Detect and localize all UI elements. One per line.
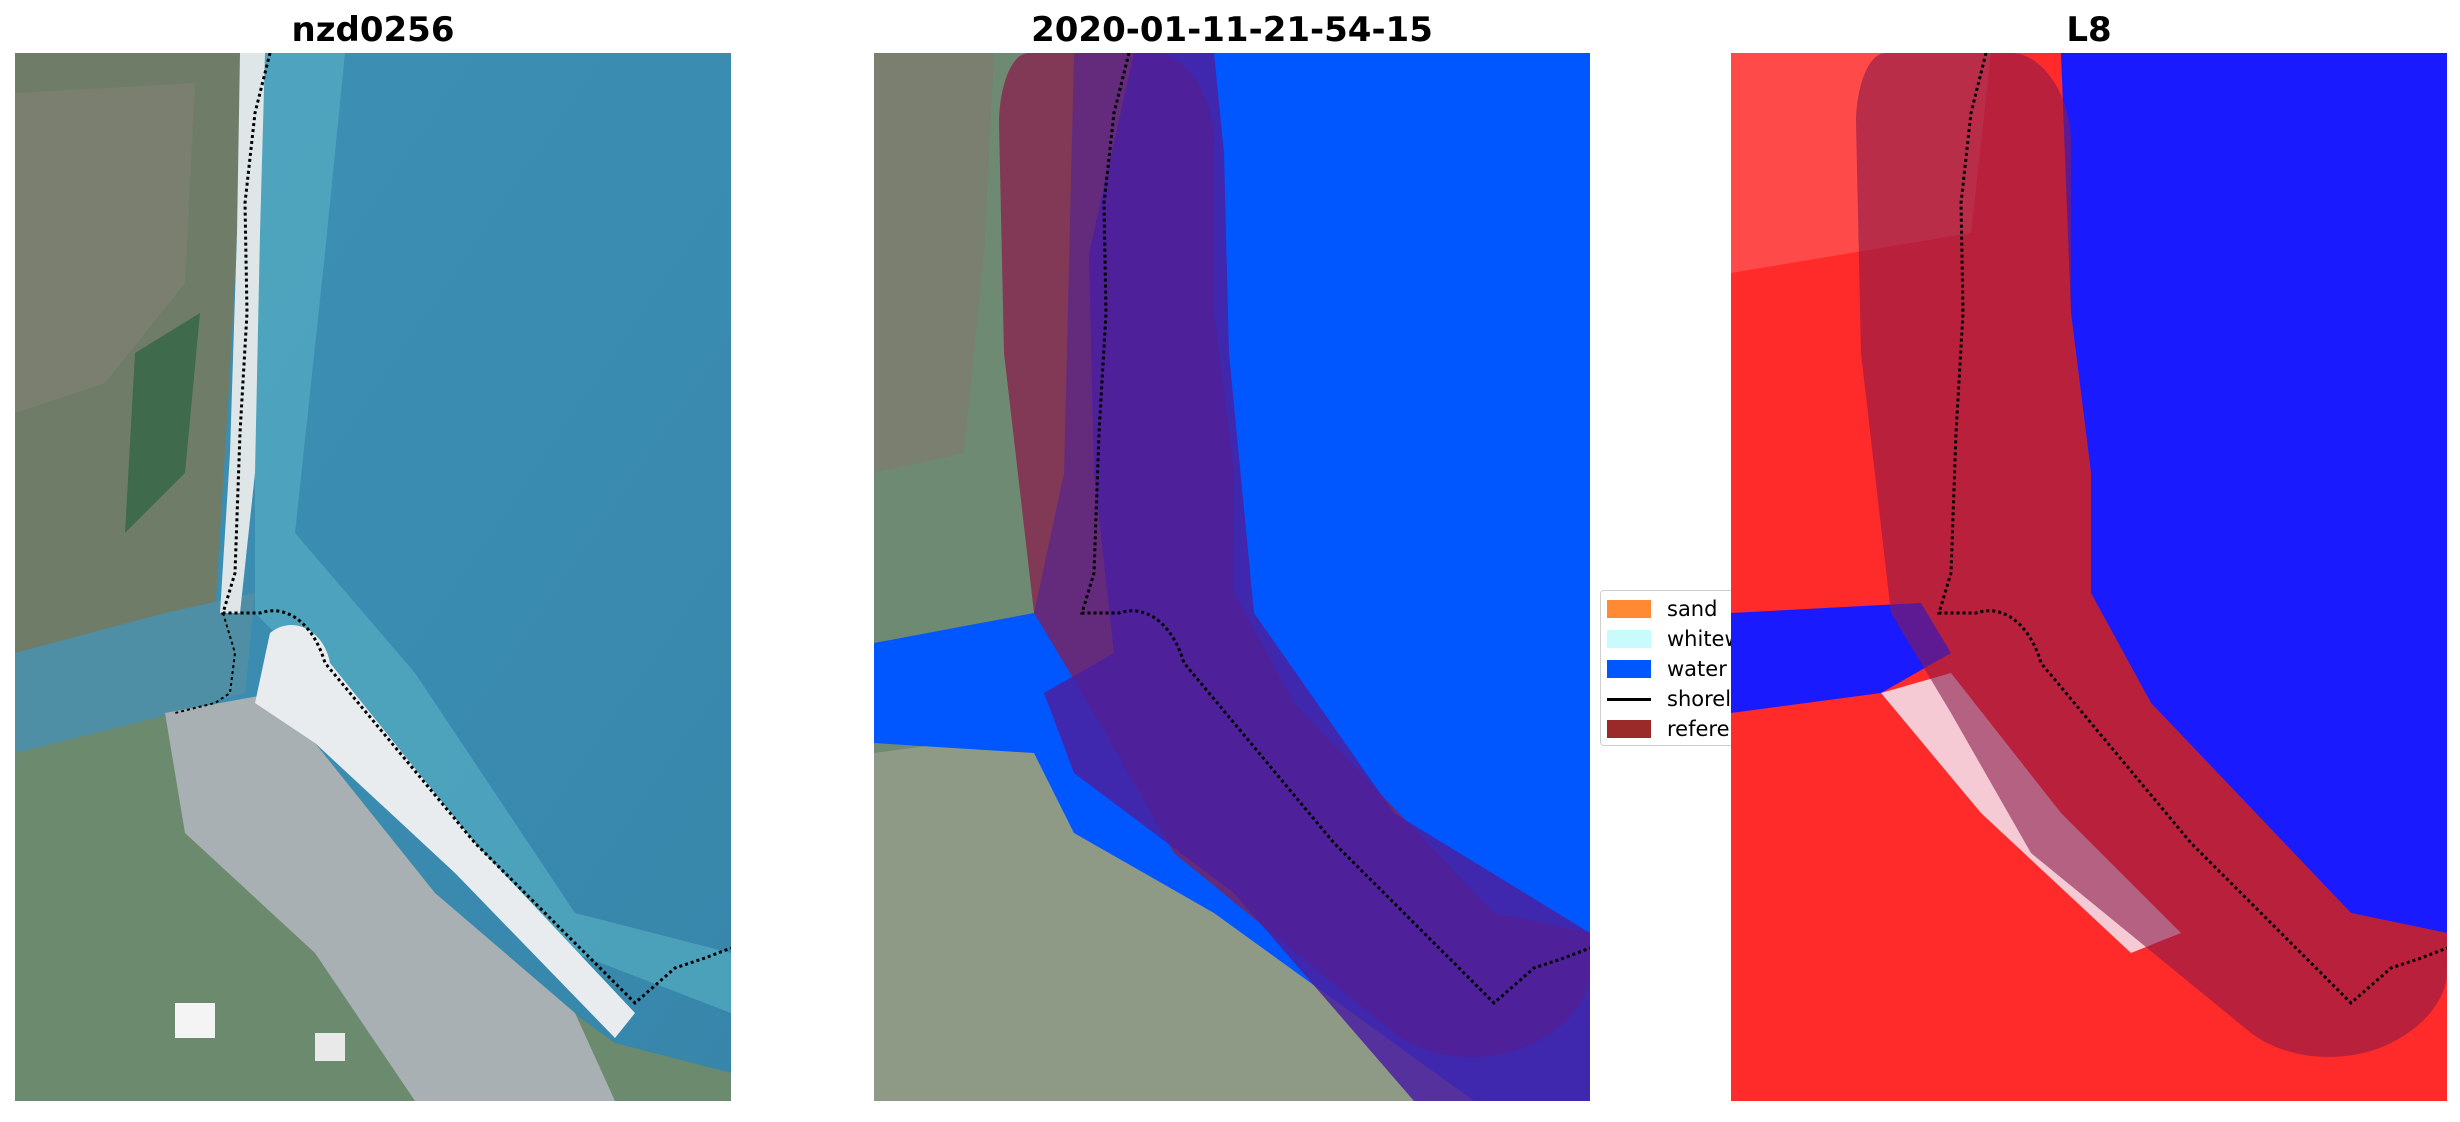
- vegetation-patch: [125, 313, 200, 533]
- legend-label: reference: [1667, 717, 1731, 741]
- mudflat: [165, 693, 615, 1101]
- sand-spit: [255, 624, 635, 1038]
- estuary: [15, 593, 255, 753]
- beach-strip: [220, 53, 265, 613]
- legend-label: sand: [1667, 597, 1718, 621]
- whitewater-swatch: [1607, 630, 1651, 648]
- building: [175, 1003, 215, 1038]
- index-panel: [1731, 53, 2447, 1101]
- sand-swatch: [1607, 600, 1651, 618]
- legend-item-water: water: [1607, 655, 1731, 683]
- shoreline-line: [1079, 53, 1590, 1006]
- legend-label: water: [1667, 657, 1727, 681]
- rgb-image: [15, 53, 731, 1101]
- index-image: [1731, 53, 2447, 1101]
- classification-panel: [874, 53, 1590, 1101]
- shoreline-line-swatch: [1607, 697, 1651, 701]
- reference-swatch: [1607, 720, 1651, 738]
- shoreline-line: [1936, 53, 2447, 1006]
- shoreline-line: [220, 53, 731, 1006]
- buffer-water-overlap: [1044, 53, 1590, 1101]
- estuary-index: [1731, 603, 1951, 713]
- panel-title-classification: 2020-01-11-21-54-15: [1031, 10, 1433, 50]
- building: [315, 1033, 345, 1061]
- settlement: [15, 83, 195, 413]
- legend-item-sand: sand: [1607, 595, 1731, 623]
- reference-buffer: [1856, 53, 2447, 1057]
- panel-title-index: L8: [2066, 10, 2112, 50]
- legend-item-reference: reference: [1607, 715, 1731, 743]
- legend-item-shoreline: shoreline: [1607, 685, 1731, 713]
- water-index: [1931, 53, 2447, 933]
- panel-title-rgb: nzd0256: [291, 10, 455, 50]
- water-swatch: [1607, 660, 1651, 678]
- rgb-image-panel: [15, 53, 731, 1101]
- legend-label: shoreline: [1667, 687, 1731, 711]
- shallow-water: [255, 53, 731, 1013]
- settlement: [874, 53, 994, 473]
- classification-image: [874, 53, 1590, 1101]
